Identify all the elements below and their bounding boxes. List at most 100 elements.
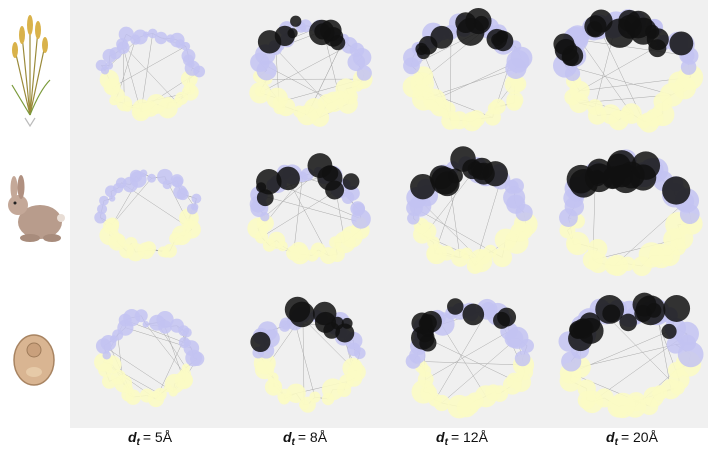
wheat-icon	[11, 15, 51, 128]
black-node	[605, 18, 635, 48]
edge	[413, 360, 524, 366]
edge	[575, 39, 690, 57]
yellow-node	[293, 105, 306, 118]
symbol: d	[436, 429, 445, 445]
black-node	[250, 331, 271, 353]
black-node	[450, 146, 476, 172]
edge	[103, 345, 174, 393]
symbol: d	[606, 429, 615, 445]
yellow-node	[506, 94, 523, 111]
cell-icon	[13, 334, 55, 386]
black-node	[447, 298, 464, 315]
label-text: = 12Å	[451, 429, 489, 445]
panel-background	[70, 0, 708, 428]
subscript: t	[615, 437, 619, 448]
blue-node	[191, 193, 202, 204]
edge	[261, 188, 341, 238]
yellow-node	[427, 246, 443, 262]
yellow-node	[329, 236, 342, 249]
black-node	[631, 151, 661, 180]
blue-node	[185, 349, 203, 367]
yellow-node	[99, 69, 119, 90]
blue-node	[147, 28, 158, 39]
blue-node	[158, 320, 172, 334]
blue-node	[134, 309, 148, 323]
column-label: dt = 8Å	[283, 429, 328, 448]
edge	[425, 330, 510, 380]
yellow-node	[139, 388, 154, 403]
black-node	[257, 30, 282, 54]
yellow-node	[567, 238, 582, 253]
blue-node	[142, 31, 150, 38]
yellow-node	[286, 245, 302, 261]
black-node	[330, 35, 346, 51]
blue-node	[680, 59, 697, 75]
rabbit-icon	[8, 175, 65, 242]
yellow-node	[132, 99, 152, 119]
subscript: t	[445, 437, 449, 448]
edge	[441, 337, 518, 404]
yellow-node	[494, 228, 517, 251]
symbol: d	[128, 429, 137, 445]
edge	[421, 335, 515, 381]
blue-node	[184, 60, 200, 76]
yellow-node	[492, 247, 513, 268]
blue-node	[186, 203, 198, 215]
black-node	[410, 173, 436, 200]
yellow-node	[466, 257, 484, 274]
edge	[275, 48, 328, 104]
yellow-node	[577, 379, 596, 398]
black-node	[493, 311, 511, 329]
blue-node	[679, 204, 700, 224]
black-node	[335, 323, 355, 343]
black-node	[341, 317, 353, 329]
edge	[614, 200, 688, 266]
blue-node	[520, 338, 534, 353]
black-node	[411, 326, 435, 350]
black-node	[256, 189, 274, 207]
black-node	[284, 296, 311, 323]
blue-node	[181, 41, 191, 51]
black-node	[646, 28, 669, 51]
yellow-node	[264, 378, 283, 396]
subscript: t	[137, 437, 141, 448]
black-node	[415, 42, 428, 56]
black-node	[663, 295, 691, 322]
black-node	[486, 28, 508, 50]
blue-node	[352, 202, 365, 216]
edge	[577, 36, 632, 114]
black-node	[312, 301, 337, 326]
column-label: dt = 12Å	[436, 429, 489, 448]
blue-node	[96, 203, 108, 215]
blue-node	[162, 179, 172, 190]
column-label: dt = 20Å	[606, 429, 659, 448]
yellow-node	[157, 246, 169, 258]
blue-node	[118, 26, 134, 42]
label-text: = 5Å	[143, 429, 173, 445]
blue-node	[353, 347, 366, 360]
yellow-node	[413, 66, 434, 87]
black-node	[573, 318, 594, 339]
black-node	[619, 313, 637, 332]
black-node	[562, 45, 584, 67]
black-node	[632, 292, 657, 317]
edge	[434, 61, 519, 101]
blue-node	[505, 57, 527, 79]
blue-node	[105, 61, 114, 70]
yellow-node	[163, 384, 173, 393]
black-node	[287, 28, 298, 39]
yellow-node	[502, 375, 522, 395]
black-node	[317, 165, 343, 191]
yellow-node	[604, 256, 624, 276]
black-node	[610, 164, 633, 188]
network-panels	[94, 7, 704, 419]
blue-node	[176, 188, 189, 201]
blue-node	[356, 65, 372, 81]
black-node	[473, 15, 489, 31]
black-node	[342, 173, 360, 190]
black-node	[662, 176, 691, 205]
blue-node	[515, 204, 533, 222]
black-node	[455, 12, 477, 34]
